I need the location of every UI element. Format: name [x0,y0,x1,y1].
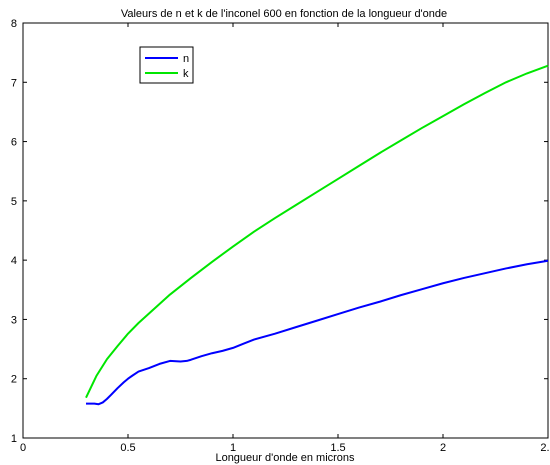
series-line-n [86,259,549,406]
x-tick-label: 2 [440,442,446,454]
legend: nk [139,46,194,84]
x-tick-label: 0.5 [120,442,135,454]
x-tick-label: 1 [230,442,236,454]
x-tick-label: 1.5 [330,442,345,454]
y-tick-label: 1 [11,433,17,445]
legend-label-n: n [183,53,189,65]
y-tick-label: 3 [11,314,17,326]
chart-title: Valeurs de n et k de l'inconel 600 en fo… [121,8,447,20]
y-tick-label: 5 [11,196,17,208]
x-axis-label: Longueur d'onde en microns [215,452,355,464]
y-tick-label: 4 [11,255,17,267]
y-tick-label: 6 [11,137,17,149]
y-tick-label: 8 [11,18,17,30]
axis-ticks: 0 0.5 1 1.5 2 2.5 1 2 3 4 5 6 7 8 [11,18,550,454]
legend-box [139,46,194,84]
series-lines [85,64,549,406]
x-tick-label: 0 [20,442,26,454]
y-tick-label: 2 [11,374,17,386]
y-tick-label: 7 [11,77,17,89]
series-line-k [85,64,549,399]
legend-label-k: k [183,68,189,80]
x-tick-label: 2.5 [540,442,550,454]
plot-area [22,22,549,439]
